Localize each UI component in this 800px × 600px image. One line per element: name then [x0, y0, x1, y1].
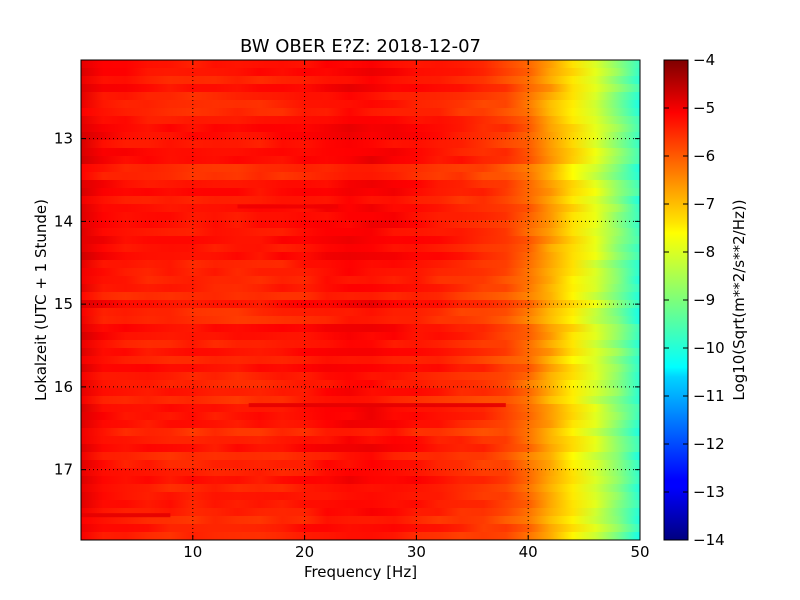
heatmap-row — [81, 516, 640, 525]
heatmap-row — [81, 220, 640, 229]
heatmap-row — [81, 244, 640, 253]
heatmap-row — [81, 236, 640, 245]
heatmap-row — [81, 212, 640, 221]
heatmap-row — [81, 348, 640, 357]
colorbar-tick-label: −13 — [693, 483, 725, 501]
heatmap-row — [81, 228, 640, 237]
heatmap-row — [81, 132, 640, 141]
x-tick-label: 40 — [519, 543, 538, 561]
heatmap-row — [81, 412, 640, 421]
heatmap-row — [81, 164, 640, 173]
heatmap-row — [81, 460, 640, 469]
heatmap-row — [81, 204, 640, 213]
heatmap-row — [81, 268, 640, 277]
colorbar-tick-label: −10 — [693, 339, 725, 357]
heatmap-row — [81, 324, 640, 333]
colorbar-tick-label: −4 — [693, 51, 715, 69]
y-tick-label: 17 — [54, 461, 73, 479]
heatmap-row — [81, 492, 640, 501]
heatmap-row — [81, 124, 640, 133]
heatmap-row — [81, 356, 640, 365]
heatmap-row — [81, 148, 640, 157]
colorbar-tick-label: −5 — [693, 99, 715, 117]
heatmap-row — [81, 468, 640, 477]
heatmap-row — [81, 140, 640, 149]
heatmap-row — [81, 260, 640, 269]
heatmap-row — [81, 60, 640, 69]
heatmap-row — [81, 332, 640, 341]
heatmap-layer — [81, 60, 640, 540]
heatmap-row — [81, 420, 640, 429]
heatmap-row — [81, 380, 640, 389]
heatmap-row — [81, 524, 640, 533]
heatmap-row — [81, 180, 640, 189]
colorbar-tick-label: −6 — [693, 147, 715, 165]
x-tick-label: 30 — [407, 543, 426, 561]
heatmap-row — [81, 116, 640, 125]
x-tick-label: 20 — [295, 543, 314, 561]
colorbar-ticks: −4 −5 −6 −7 −8 −9 −10 −11 −12 −13 −14 — [664, 51, 725, 549]
heatmap-row — [81, 108, 640, 117]
heatmap-row — [81, 68, 640, 77]
y-tick-label: 14 — [54, 212, 73, 230]
x-axis-label: Frequency [Hz] — [304, 563, 417, 581]
heatmap-row — [81, 428, 640, 437]
heatmap-feature-band — [81, 513, 171, 518]
y-axis-label: Lokalzeit (UTC + 1 Stunde) — [32, 199, 50, 401]
heatmap-row — [81, 404, 640, 413]
x-axis: 10 20 30 40 50 — [183, 60, 650, 561]
heatmap-row — [81, 340, 640, 349]
heatmap-row — [81, 364, 640, 373]
colorbar-tick-label: −7 — [693, 195, 715, 213]
heatmap-row — [81, 100, 640, 109]
heatmap-row — [81, 276, 640, 285]
heatmap-row — [81, 484, 640, 493]
y-tick-label: 13 — [54, 130, 73, 148]
y-tick-label: 15 — [54, 295, 73, 313]
heatmap-row — [81, 84, 640, 93]
heatmap-row — [81, 196, 640, 205]
heatmap-row — [81, 252, 640, 261]
heatmap-row — [81, 156, 640, 165]
heatmap-row — [81, 308, 640, 317]
heatmap-row — [81, 500, 640, 509]
heatmap-row — [81, 388, 640, 397]
x-tick-label: 50 — [630, 543, 649, 561]
y-tick-label: 16 — [54, 378, 73, 396]
x-tick-label: 10 — [183, 543, 202, 561]
heatmap-row — [81, 76, 640, 85]
colorbar-tick-label: −8 — [693, 243, 715, 261]
chart-title: BW OBER E?Z: 2018-12-07 — [240, 36, 481, 57]
heatmap-feature-band — [237, 204, 339, 209]
heatmap-row — [81, 452, 640, 461]
heatmap-row — [81, 372, 640, 381]
heatmap-row — [81, 532, 640, 540]
heatmap-row — [81, 172, 640, 181]
heatmap-row — [81, 316, 640, 325]
heatmap-row — [81, 292, 640, 301]
colorbar-tick-label: −11 — [693, 387, 725, 405]
heatmap-feature-band — [248, 403, 506, 408]
heatmap-row — [81, 92, 640, 101]
colorbar-tick-label: −12 — [693, 435, 725, 453]
colorbar-tick-label: −9 — [693, 291, 715, 309]
y-axis: 13 14 15 16 17 — [54, 130, 640, 479]
plot-frame — [80, 59, 641, 541]
heatmap-row — [81, 396, 640, 405]
colorbar-label: Log10(Sqrt(m**2/s**2/Hz)) — [730, 199, 748, 400]
feature-layer — [81, 204, 506, 518]
colorbar-tick-label: −14 — [693, 531, 725, 549]
heatmap-row — [81, 508, 640, 517]
heatmap-row — [81, 188, 640, 197]
heatmap-row — [81, 300, 640, 309]
heatmap-row — [81, 284, 640, 293]
heatmap-row — [81, 436, 640, 445]
heatmap-row — [81, 444, 640, 453]
heatmap-row — [81, 476, 640, 485]
